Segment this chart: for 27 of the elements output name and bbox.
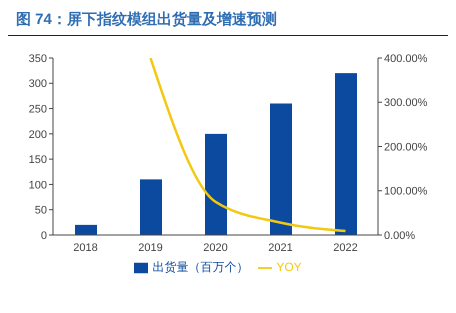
y-tick-label: 50	[34, 204, 47, 217]
y2-tick-label: 200.00%	[384, 141, 428, 154]
bar	[270, 104, 292, 235]
legend-label: 出货量（百万个）	[152, 260, 248, 274]
y-tick-label: 200	[28, 128, 47, 141]
x-tick-label: 2022	[333, 242, 358, 254]
bar	[140, 179, 162, 235]
y2-tick-label: 300.00%	[384, 97, 428, 110]
line-series	[149, 58, 347, 232]
bar	[335, 73, 357, 235]
x-tick-label: 2019	[138, 242, 163, 254]
y2-tick-label: 0.00%	[384, 230, 416, 242]
bar	[205, 134, 227, 235]
y2-tick-label: 100.00%	[384, 186, 428, 198]
y-tick-label: 300	[28, 78, 47, 90]
y-tick-label: 350	[28, 52, 47, 65]
y-tick-label: 250	[28, 103, 47, 116]
y2-tick-label: 400.00%	[384, 52, 428, 65]
x-tick-label: 2021	[268, 242, 293, 254]
x-tick-label: 2018	[73, 242, 98, 254]
y-tick-label: 0	[40, 230, 47, 242]
bar	[75, 224, 97, 235]
chart-title: 图 74：屏下指纹模组出货量及增速预测	[8, 8, 448, 36]
legend-label: YOY	[276, 260, 302, 274]
y-tick-label: 100	[28, 179, 47, 192]
y-tick-label: 150	[28, 154, 47, 166]
x-tick-label: 2020	[203, 242, 228, 254]
